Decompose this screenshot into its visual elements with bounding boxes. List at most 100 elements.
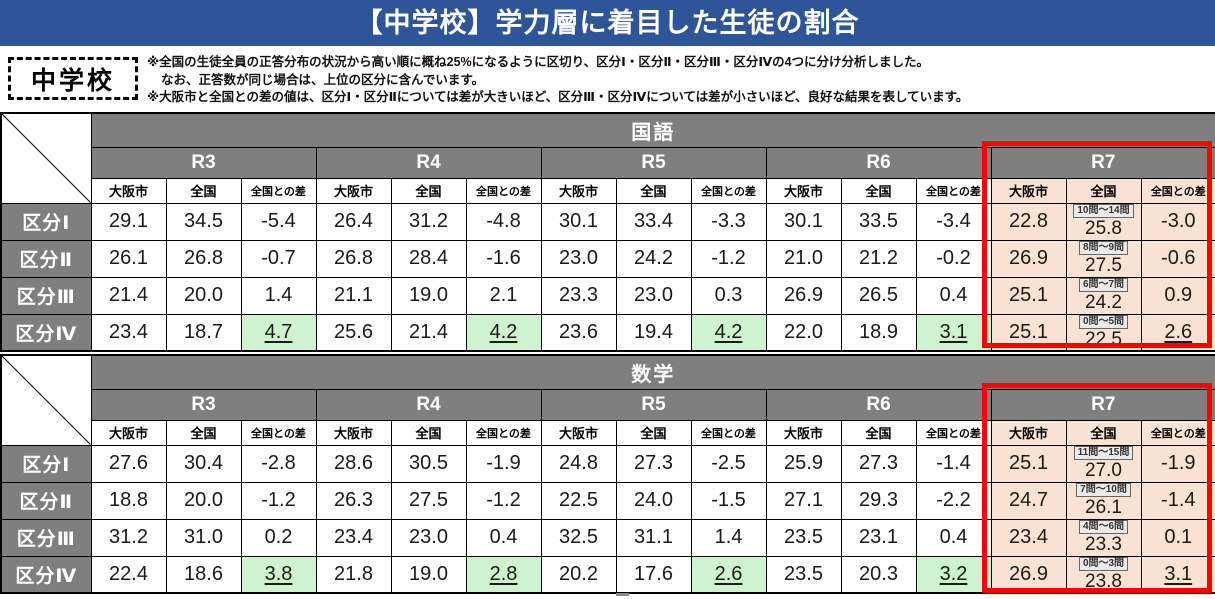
national-value: 26.1 — [1085, 497, 1122, 518]
math-table-container: 数学 R3 R4 R5 R6 R7 大阪市 全国 全国との差 大阪市 全国 全国との差 大阪市 全国 全国と… — [0, 354, 1215, 594]
cell-osaka: 28.6 — [315, 444, 392, 483]
cell-diff: -2.8 — [240, 444, 317, 483]
cell-national: 21.2 — [840, 239, 917, 278]
cell-diff: 2.8 — [465, 555, 542, 594]
col-header: 大阪市 — [315, 178, 392, 204]
cell-national: 20.0 — [165, 276, 242, 315]
table-row: 区分Ⅳ 23.4 18.7 4.7 25.6 21.4 4.2 23.6 19.4 4.2 22.0… — [0, 313, 1215, 352]
cell-osaka: 21.1 — [315, 276, 392, 315]
cell-osaka: 23.6 — [540, 313, 617, 352]
year-header-r7: R7 — [990, 146, 1215, 180]
cell-osaka: 21.0 — [765, 239, 842, 278]
cell-osaka: 25.1 — [990, 313, 1067, 352]
cell-diff: 0.1 — [1140, 518, 1215, 557]
school-badge: 中学校 — [8, 57, 138, 100]
cell-diff: 2.1 — [465, 276, 542, 315]
cell-osaka: 27.6 — [90, 444, 167, 483]
col-header: 大阪市 — [765, 420, 842, 446]
cell-osaka: 22.0 — [765, 313, 842, 352]
cell-diff: 4.2 — [690, 313, 767, 352]
cell-diff: -1.6 — [465, 239, 542, 278]
table-row: 区分Ⅲ 31.2 31.0 0.2 23.4 23.0 0.4 32.5 31.1 1.4 23.5… — [0, 518, 1215, 557]
col-header: 全国 — [840, 178, 917, 204]
cell-osaka: 23.4 — [90, 313, 167, 352]
cell-osaka: 30.1 — [765, 202, 842, 241]
cell-national: 29.3 — [840, 481, 917, 520]
score-range-label: 4問～6問 — [1078, 520, 1129, 534]
row-label: 区分Ⅳ — [0, 313, 92, 352]
cell-national: 4問～6問 23.3 — [1065, 518, 1142, 557]
col-header: 大阪市 — [90, 178, 167, 204]
national-value: 24.2 — [1085, 292, 1122, 313]
cell-national: 27.5 — [390, 481, 467, 520]
cell-diff: -1.9 — [465, 444, 542, 483]
score-range-label: 6問～7問 — [1078, 278, 1129, 292]
cell-diff: -4.8 — [465, 202, 542, 241]
cell-national: 27.3 — [615, 444, 692, 483]
national-value: 27.0 — [1085, 460, 1122, 481]
cell-national: 8問～9問 27.5 — [1065, 239, 1142, 278]
cell-osaka: 23.0 — [540, 239, 617, 278]
year-header-r7: R7 — [990, 388, 1215, 422]
cell-national: 26.5 — [840, 276, 917, 315]
row-label: 区分Ⅰ — [0, 202, 92, 241]
cell-national: 11問～15問 27.0 — [1065, 444, 1142, 483]
cell-national: 19.0 — [390, 276, 467, 315]
col-header: 全国との差 — [690, 178, 767, 204]
row-label: 区分Ⅰ — [0, 444, 92, 483]
cell-national: 20.0 — [165, 481, 242, 520]
subject-header: 数学 — [90, 354, 1215, 390]
cell-national: 10問～14問 25.8 — [1065, 202, 1142, 241]
year-header-r5: R5 — [540, 388, 767, 422]
cell-diff: 0.4 — [915, 518, 992, 557]
data-table-sugaku: 数学 R3 R4 R5 R6 R7 大阪市 全国 全国との差 大阪市 全国 全国との差 大阪市 全国 全国と… — [0, 354, 1215, 594]
col-header: 全国との差 — [690, 420, 767, 446]
row-label: 区分Ⅲ — [0, 518, 92, 557]
col-header: 大阪市 — [540, 420, 617, 446]
cell-diff: -3.3 — [690, 202, 767, 241]
cell-osaka: 26.4 — [315, 202, 392, 241]
cell-osaka: 21.8 — [315, 555, 392, 594]
cell-osaka: 24.8 — [540, 444, 617, 483]
table-row: 区分Ⅰ 29.1 34.5 -5.4 26.4 31.2 -4.8 30.1 33.4 -3.3 3… — [0, 202, 1215, 241]
cell-diff: 0.4 — [465, 518, 542, 557]
cell-national: 19.0 — [390, 555, 467, 594]
cell-diff: -1.5 — [690, 481, 767, 520]
cell-national: 33.5 — [840, 202, 917, 241]
table-row: 区分Ⅱ 18.8 20.0 -1.2 26.3 27.5 -1.2 22.5 24.0 -1.5 2… — [0, 481, 1215, 520]
cell-national: 7問～10問 26.1 — [1065, 481, 1142, 520]
cell-osaka: 24.7 — [990, 481, 1067, 520]
japanese-table-container: 国語 R3 R4 R5 R6 R7 大阪市 全国 全国との差 大阪市 全国 全国との差 大阪市 全国 全国と… — [0, 112, 1215, 352]
cell-diff: -1.9 — [1140, 444, 1215, 483]
cell-osaka: 26.1 — [90, 239, 167, 278]
score-range-label: 0問～5問 — [1078, 315, 1129, 329]
col-header: 全国 — [1065, 420, 1142, 446]
cell-diff: -5.4 — [240, 202, 317, 241]
cell-osaka: 26.9 — [990, 555, 1067, 594]
score-range-label: 11問～15問 — [1073, 446, 1134, 460]
col-header: 大阪市 — [90, 420, 167, 446]
cell-national: 28.4 — [390, 239, 467, 278]
table-row: 区分Ⅱ 26.1 26.8 -0.7 26.8 28.4 -1.6 23.0 24.2 -1.2 2… — [0, 239, 1215, 278]
score-range-label: 10問～14問 — [1073, 204, 1134, 218]
cell-national: 24.0 — [615, 481, 692, 520]
cell-national: 0問～5問 22.5 — [1065, 313, 1142, 352]
cell-osaka: 23.5 — [765, 555, 842, 594]
cell-national: 6問～7問 24.2 — [1065, 276, 1142, 315]
cell-national: 30.4 — [165, 444, 242, 483]
cell-diff: -0.6 — [1140, 239, 1215, 278]
cell-national: 23.0 — [615, 276, 692, 315]
col-header: 全国との差 — [240, 420, 317, 446]
cell-national: 26.8 — [165, 239, 242, 278]
cell-osaka: 25.1 — [990, 276, 1067, 315]
cell-diff: 0.2 — [240, 518, 317, 557]
cell-osaka: 23.3 — [540, 276, 617, 315]
cell-national: 0問～3問 23.8 — [1065, 555, 1142, 594]
notes: ※全国の生徒全員の正答分布の状況から高い順に概ね25%になるように区切り、区分Ⅰ… — [147, 54, 968, 107]
cell-diff: 4.2 — [465, 313, 542, 352]
cell-osaka: 18.8 — [90, 481, 167, 520]
cell-diff: -3.4 — [915, 202, 992, 241]
cell-osaka: 25.9 — [765, 444, 842, 483]
cell-osaka: 22.8 — [990, 202, 1067, 241]
